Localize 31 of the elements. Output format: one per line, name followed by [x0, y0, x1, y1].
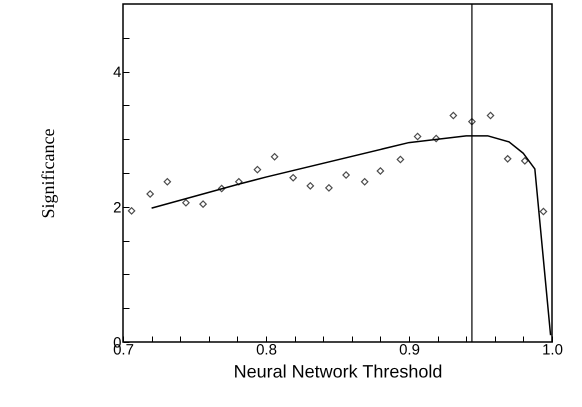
point	[128, 207, 136, 215]
x-tick-label: 0.9	[399, 342, 420, 358]
y-tick-label: 2	[113, 199, 122, 216]
point	[521, 157, 529, 165]
point	[376, 167, 384, 175]
x-tick-label: 1.0	[542, 342, 563, 358]
y-tick-label: 4	[113, 64, 122, 82]
x-axis-title: Neural Network Threshold	[234, 362, 442, 382]
point	[396, 156, 404, 164]
point	[486, 112, 494, 120]
point	[146, 190, 154, 198]
point	[504, 155, 512, 163]
point	[325, 184, 333, 192]
point	[270, 153, 278, 161]
point	[254, 166, 262, 174]
point	[540, 208, 548, 216]
point	[432, 134, 440, 142]
point	[468, 118, 476, 126]
point	[450, 112, 458, 120]
point	[182, 198, 190, 207]
x-tick-label: 0.8	[256, 342, 277, 358]
point	[218, 184, 226, 192]
point	[306, 182, 314, 190]
point	[342, 171, 350, 179]
point	[199, 200, 207, 208]
point	[414, 132, 422, 140]
point	[164, 178, 172, 186]
y-axis-title: Significance	[38, 128, 58, 218]
point	[235, 178, 243, 186]
point	[360, 178, 368, 186]
point	[289, 174, 297, 182]
